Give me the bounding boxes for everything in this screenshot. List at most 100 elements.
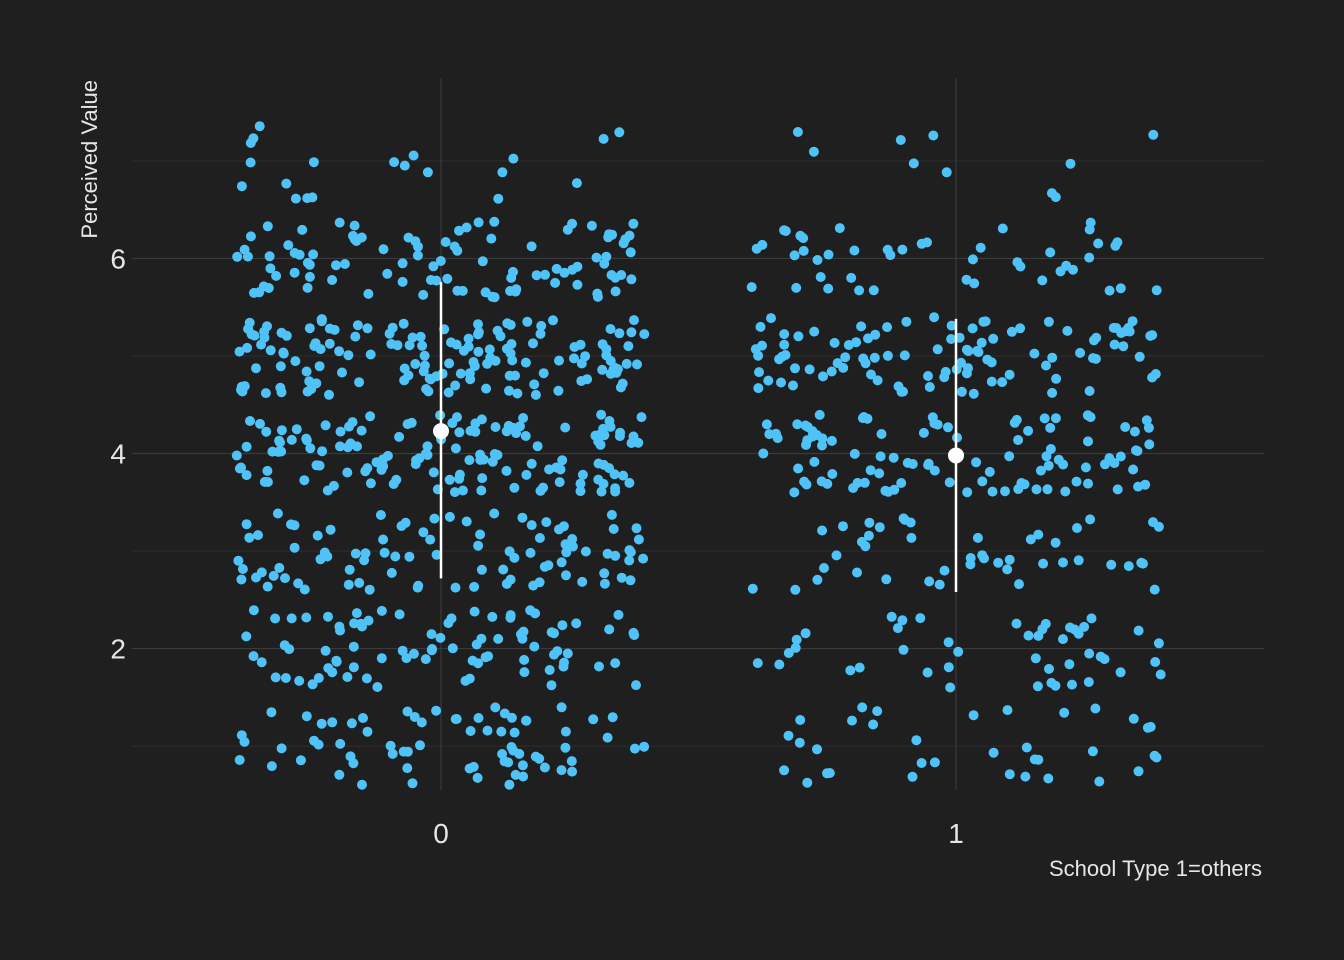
data-point [399, 160, 410, 171]
data-point [1071, 476, 1082, 487]
data-point [872, 375, 883, 386]
data-point [896, 478, 907, 488]
data-point [886, 611, 897, 622]
data-point [1123, 561, 1134, 572]
data-point [245, 231, 256, 242]
data-point [588, 714, 599, 725]
data-point [509, 727, 520, 738]
data-point [308, 157, 319, 168]
data-point [241, 470, 252, 481]
data-point [348, 641, 359, 652]
data-point [812, 574, 823, 585]
data-point [349, 618, 360, 629]
data-point [598, 478, 609, 489]
data-point [1055, 266, 1066, 277]
data-points [231, 121, 1166, 790]
data-point [961, 368, 972, 379]
data-point [946, 334, 957, 344]
data-point [1002, 564, 1013, 575]
data-point [299, 475, 310, 486]
data-point [426, 629, 437, 640]
data-point [1038, 558, 1049, 569]
data-point [301, 711, 312, 722]
data-point [1023, 425, 1034, 436]
data-point [352, 441, 362, 452]
data-point [575, 486, 586, 497]
data-point [1111, 323, 1122, 333]
data-point [1143, 422, 1154, 433]
data-point [473, 658, 484, 669]
data-point [329, 324, 340, 335]
data-point [490, 422, 501, 432]
data-point [961, 274, 972, 285]
data-point [487, 611, 498, 622]
data-point [615, 427, 626, 438]
data-point [362, 726, 373, 737]
data-point [266, 707, 277, 718]
data-point [916, 238, 927, 249]
data-point [492, 450, 503, 460]
data-point [801, 439, 811, 450]
data-point [1040, 618, 1051, 629]
data-point [838, 521, 848, 532]
data-point [571, 178, 582, 189]
data-point [899, 350, 910, 361]
data-point [526, 241, 537, 252]
data-point [549, 649, 559, 660]
data-point [591, 252, 602, 263]
data-point [334, 769, 345, 780]
data-point [483, 651, 494, 662]
data-point [530, 751, 541, 762]
data-point [241, 631, 252, 642]
data-point [511, 284, 522, 295]
data-point [629, 315, 639, 326]
data-point [543, 560, 554, 571]
data-point [1039, 413, 1050, 424]
data-point [1035, 465, 1046, 476]
data-point [376, 605, 387, 616]
data-point [249, 287, 259, 298]
data-point [774, 354, 785, 365]
data-point [840, 352, 851, 363]
data-point [412, 582, 423, 593]
data-point [549, 628, 559, 639]
data-point [382, 268, 393, 279]
data-point [401, 653, 412, 664]
data-point [560, 726, 571, 737]
data-point [280, 673, 291, 683]
data-point [461, 516, 472, 527]
data-point [273, 446, 284, 457]
data-point [375, 510, 386, 520]
data-point [864, 517, 875, 528]
data-point [476, 414, 487, 425]
data-point [789, 250, 800, 261]
data-point [608, 524, 619, 534]
data-point [419, 350, 430, 361]
data-point [270, 672, 281, 683]
data-point [305, 443, 316, 454]
data-point [569, 342, 580, 352]
data-point [618, 470, 629, 481]
data-point [352, 320, 363, 331]
data-point [1083, 677, 1094, 687]
data-point [334, 621, 345, 632]
data-point [1086, 613, 1097, 624]
data-point [364, 584, 375, 595]
data-point [386, 567, 397, 578]
data-point [463, 333, 474, 344]
data-point [358, 713, 368, 723]
data-point [975, 242, 986, 253]
data-point [906, 532, 917, 543]
data-point [457, 485, 468, 496]
data-point [818, 371, 828, 382]
data-point [923, 371, 933, 381]
data-point [832, 358, 843, 369]
data-point [809, 326, 820, 337]
data-point [872, 706, 883, 717]
data-point [251, 363, 261, 374]
data-point [888, 452, 899, 463]
data-point [968, 388, 979, 399]
data-point [496, 726, 507, 737]
data-point [605, 324, 616, 334]
data-point [521, 469, 532, 480]
